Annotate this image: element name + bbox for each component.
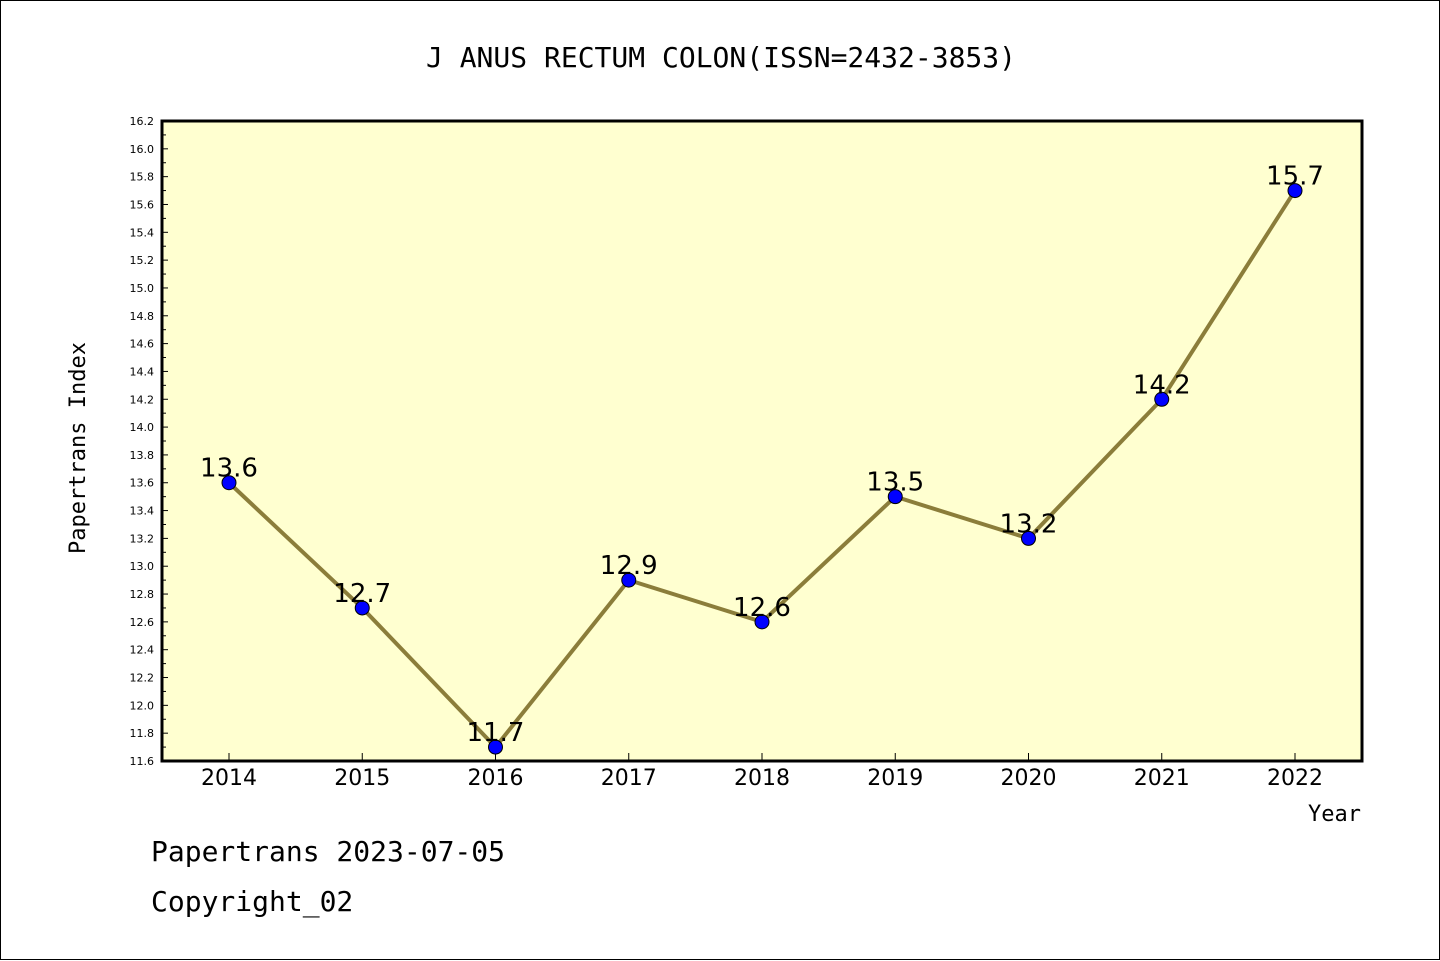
x-tick-label: 2017: [601, 766, 657, 791]
x-tick-label: 2015: [334, 766, 390, 791]
y-tick-label: 15.0: [130, 282, 155, 295]
data-point: [754, 614, 770, 630]
y-tick-label: 13.6: [130, 477, 155, 490]
chart-title: J ANUS RECTUM COLON(ISSN=2432-3853): [426, 41, 1016, 74]
footer-copyright: Copyright_02: [151, 885, 354, 918]
x-tick-label: 2019: [867, 766, 923, 791]
data-label: 13.6: [200, 454, 258, 484]
y-tick-label: 15.8: [130, 171, 155, 184]
y-axis-ticks: 11.6 11.8 12.0 12.2 12.4 12.6 12.8 13.0 13.2 13.4…: [130, 115, 168, 768]
y-tick-label: 14.2: [130, 393, 155, 406]
x-tick-label: 2014: [201, 766, 257, 791]
data-label: 14.2: [1133, 370, 1191, 400]
x-axis-ticks: 2014 2015 2016 2017 2018 2019 2020 2021 2022: [201, 753, 1323, 791]
y-tick-label: 13.8: [130, 449, 155, 462]
y-tick-label: 16.0: [130, 143, 155, 156]
data-point: [1154, 391, 1170, 407]
y-tick-label: 12.0: [130, 699, 155, 712]
y-tick-label: 12.2: [130, 672, 155, 685]
data-point: [221, 475, 237, 491]
y-tick-label: 12.6: [130, 616, 155, 629]
data-point: [354, 600, 370, 616]
data-point: [1287, 183, 1303, 199]
data-label: 11.7: [467, 718, 525, 748]
x-axis-label: Year: [1308, 802, 1361, 827]
y-tick-label: 14.4: [130, 365, 155, 378]
y-tick-label: 16.2: [130, 115, 155, 128]
x-tick-label: 2022: [1267, 766, 1323, 791]
data-label: 12.9: [600, 551, 658, 581]
y-tick-label: 11.6: [130, 755, 155, 768]
data-point: [887, 489, 903, 505]
series-layer: [221, 183, 1303, 755]
x-tick-label: 2016: [468, 766, 524, 791]
data-label: 15.7: [1266, 162, 1324, 192]
y-tick-label: 13.4: [130, 505, 155, 518]
data-label: 12.6: [733, 593, 791, 623]
data-labels: 13.6 12.7 11.7 12.9 12.6 13.5 13.2 14.2 15.7: [200, 162, 1324, 749]
y-tick-label: 14.0: [130, 421, 155, 434]
y-tick-label: 11.8: [130, 727, 155, 740]
y-tick-label: 13.0: [130, 560, 155, 573]
y-tick-label: 14.8: [130, 310, 155, 323]
data-point: [621, 572, 637, 588]
y-tick-label: 15.6: [130, 198, 155, 211]
data-point: [1021, 530, 1036, 546]
plot-area: [160, 119, 1364, 763]
y-tick-label: 14.6: [130, 338, 155, 351]
y-axis-label: Papertrans Index: [66, 342, 91, 554]
y-tick-label: 15.4: [130, 226, 155, 239]
x-tick-label: 2020: [1001, 766, 1057, 791]
data-point: [488, 739, 503, 755]
x-tick-label: 2018: [734, 766, 790, 791]
data-label: 13.5: [866, 468, 924, 498]
y-tick-label: 15.2: [130, 254, 155, 267]
data-label: 13.2: [1000, 509, 1058, 539]
y-tick-label: 12.4: [130, 644, 155, 657]
data-label: 12.7: [333, 579, 391, 609]
footer-date-line: Papertrans 2023-07-05: [151, 835, 506, 868]
y-tick-label: 12.8: [130, 588, 155, 601]
x-tick-label: 2021: [1134, 766, 1190, 791]
y-tick-label: 13.2: [130, 532, 155, 545]
